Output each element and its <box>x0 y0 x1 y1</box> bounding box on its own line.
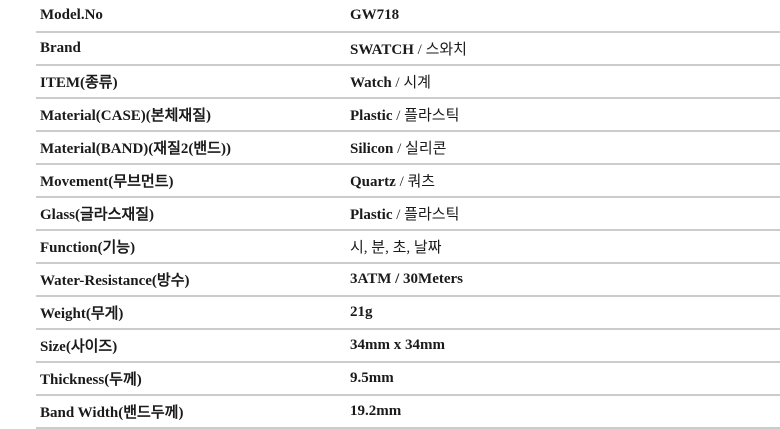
spec-value: Silicon / 실리콘 <box>350 137 780 158</box>
spec-value-strong: Watch <box>350 75 392 91</box>
spec-label: Movement(무브먼트) <box>40 174 174 190</box>
spec-value: 시, 분, 초, 날짜 <box>350 236 780 257</box>
spec-value: Plastic / 플라스틱 <box>350 104 780 125</box>
table-row: Model.No GW718 <box>36 0 780 33</box>
spec-value: SWATCH / 스와치 <box>350 38 780 59</box>
spec-value: 3ATM / 30Meters <box>350 271 780 288</box>
spec-value: Plastic / 플라스틱 <box>350 203 780 224</box>
spec-value-strong: 34mm x 34mm <box>350 337 445 353</box>
table-row: Band Width(밴드두께) 19.2mm <box>36 396 780 429</box>
spec-label: Material(CASE)(본체재질) <box>40 108 211 124</box>
spec-value-strong: Silicon <box>350 141 394 157</box>
spec-value-strong: GW718 <box>350 7 400 23</box>
spec-label: Water-Resistance(방수) <box>40 273 190 289</box>
spec-value: Watch / 시계 <box>350 71 780 92</box>
spec-value-strong: Plastic <box>350 207 393 223</box>
spec-value-rest: / 실리콘 <box>393 141 447 157</box>
spec-value-rest: / 플라스틱 <box>392 207 460 223</box>
spec-value-strong: Quartz <box>350 174 396 190</box>
spec-value-rest: / 시계 <box>391 75 431 91</box>
table-row: Glass(글라스재질) Plastic / 플라스틱 <box>36 198 780 231</box>
spec-value-strong: 19.2mm <box>350 403 402 419</box>
spec-value: Quartz / 쿼츠 <box>350 170 780 191</box>
spec-value-strong: 3ATM / 30Meters <box>350 271 464 287</box>
spec-label: Thickness(두께) <box>40 372 142 388</box>
spec-value: 21g <box>350 304 780 321</box>
spec-label: Material(BAND)(재질2(밴드)) <box>40 141 231 157</box>
spec-label: Weight(무게) <box>40 306 124 322</box>
table-row: Size(사이즈) 34mm x 34mm <box>36 330 780 363</box>
table-row: ITEM(종류) Watch / 시계 <box>36 66 780 99</box>
table-row: Function(기능) 시, 분, 초, 날짜 <box>36 231 780 264</box>
spec-value: 19.2mm <box>350 403 780 420</box>
spec-value: 9.5mm <box>350 370 780 387</box>
table-row: Material(BAND)(재질2(밴드)) Silicon / 실리콘 <box>36 132 780 165</box>
table-row: Movement(무브먼트) Quartz / 쿼츠 <box>36 165 780 198</box>
spec-value-rest: 시, 분, 초, 날짜 <box>350 240 442 256</box>
spec-value-rest: / 스와치 <box>413 42 467 58</box>
spec-value-rest: / 쿼츠 <box>395 174 436 190</box>
spec-value-strong: 21g <box>350 304 373 320</box>
spec-value-strong: SWATCH <box>350 42 414 58</box>
table-row: Thickness(두께) 9.5mm <box>36 363 780 396</box>
spec-value-rest: / 플라스틱 <box>392 108 460 124</box>
spec-label: ITEM(종류) <box>40 75 118 91</box>
product-spec-table: Model.No GW718 Brand SWATCH / 스와치 ITEM(종… <box>36 0 780 429</box>
spec-label: Function(기능) <box>40 240 136 256</box>
spec-label: Glass(글라스재질) <box>40 207 155 223</box>
spec-label: Model.No <box>40 7 103 23</box>
spec-value-strong: 9.5mm <box>350 370 394 386</box>
spec-value: 34mm x 34mm <box>350 337 780 354</box>
table-row: Material(CASE)(본체재질) Plastic / 플라스틱 <box>36 99 780 132</box>
table-row: Water-Resistance(방수) 3ATM / 30Meters <box>36 264 780 297</box>
spec-label: Band Width(밴드두께) <box>40 405 184 421</box>
spec-label: Brand <box>40 40 81 56</box>
spec-value-strong: Plastic <box>350 108 393 124</box>
spec-label: Size(사이즈) <box>40 339 118 355</box>
table-row: Weight(무게) 21g <box>36 297 780 330</box>
spec-value: GW718 <box>350 7 780 24</box>
table-row: Brand SWATCH / 스와치 <box>36 33 780 66</box>
